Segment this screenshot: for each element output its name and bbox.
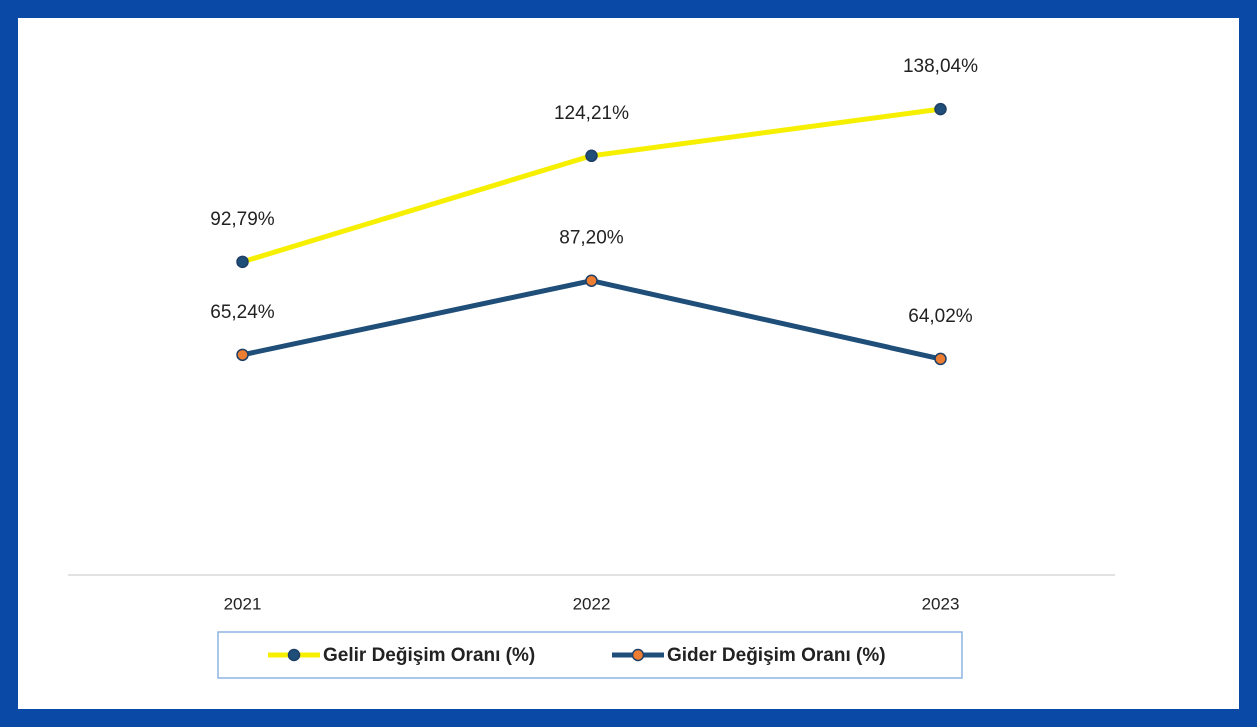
legend-marker [631, 648, 645, 662]
data-label: 87,20% [559, 228, 624, 249]
legend-marker [287, 648, 301, 662]
data-label: 92,79% [210, 209, 275, 230]
data-point [934, 102, 947, 116]
legend-label: Gider Değişim Oranı (%) [667, 645, 886, 666]
data-label: 65,24% [210, 302, 275, 323]
legend-label: Gelir Değişim Oranı (%) [323, 645, 535, 666]
data-label: 64,02% [908, 306, 973, 327]
data-label: 124,21% [554, 103, 629, 124]
chart-area [18, 18, 1239, 709]
x-tick-label: 2023 [922, 594, 960, 613]
data-point [585, 274, 598, 287]
data-label: 138,04% [903, 56, 978, 77]
x-tick-label: 2021 [224, 594, 262, 613]
data-point [236, 348, 249, 362]
x-tick-label: 2022 [573, 594, 611, 613]
legend-box [217, 631, 963, 679]
data-point [585, 149, 598, 163]
data-point [236, 255, 249, 269]
data-point [934, 352, 947, 366]
